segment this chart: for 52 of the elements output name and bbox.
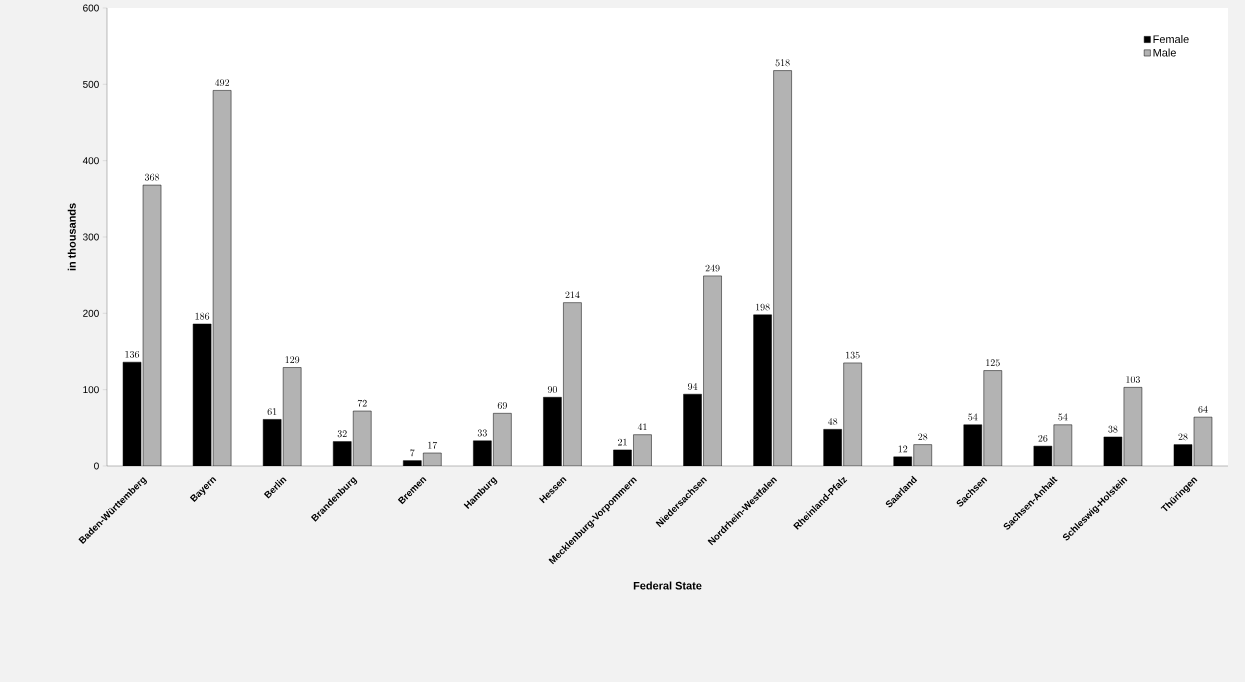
data-label: 72 <box>357 399 367 407</box>
bar <box>983 370 1003 466</box>
data-label: 135 <box>846 351 860 359</box>
y-axis-title: in thousands <box>67 203 76 271</box>
bar <box>563 302 582 466</box>
data-label: 12 <box>898 445 908 453</box>
y-tick-label: 0 <box>94 462 99 470</box>
data-label: 7 <box>410 449 415 457</box>
data-label: 129 <box>285 356 300 364</box>
legend-label: Male <box>1153 48 1176 57</box>
y-tick-label: 500 <box>83 80 99 88</box>
bar <box>843 362 862 466</box>
data-label: 33 <box>477 429 487 437</box>
data-label: 198 <box>756 303 770 311</box>
data-label: 32 <box>337 430 347 438</box>
data-label: 17 <box>428 441 438 449</box>
x-axis-title: Federal State <box>633 581 702 590</box>
data-label: 492 <box>214 79 230 87</box>
data-label: 48 <box>827 418 838 425</box>
bar <box>703 275 722 466</box>
data-label: 26 <box>1038 434 1048 442</box>
data-label: 28 <box>918 433 928 441</box>
data-label: 94 <box>687 382 698 390</box>
data-label: 21 <box>618 438 627 446</box>
data-label: 186 <box>195 312 210 320</box>
data-label: 61 <box>267 408 277 416</box>
data-label: 54 <box>1058 413 1068 421</box>
data-label: 518 <box>775 59 790 67</box>
data-label: 90 <box>547 386 557 393</box>
data-label: 64 <box>1198 405 1208 413</box>
data-label: 136 <box>125 350 140 358</box>
data-label: 41 <box>637 423 647 431</box>
data-label: 368 <box>144 173 160 181</box>
bar <box>633 434 652 466</box>
data-label: 28 <box>1178 433 1188 441</box>
bar <box>352 410 372 466</box>
data-label: 125 <box>986 359 1000 367</box>
y-tick-label: 600 <box>83 4 99 12</box>
bar <box>773 70 792 466</box>
data-label: 38 <box>1108 425 1118 433</box>
legend-label: Female <box>1153 35 1189 44</box>
data-label: 249 <box>705 264 720 272</box>
y-tick-label: 200 <box>83 309 99 317</box>
y-tick-label: 100 <box>83 386 99 394</box>
data-label: 54 <box>968 413 978 421</box>
data-label: 69 <box>497 402 507 409</box>
bar <box>493 413 512 466</box>
bar <box>282 367 302 466</box>
data-label: 214 <box>565 291 580 299</box>
y-tick-label: 400 <box>82 157 99 165</box>
y-tick-label: 300 <box>82 233 99 241</box>
data-label: 103 <box>1126 376 1140 384</box>
